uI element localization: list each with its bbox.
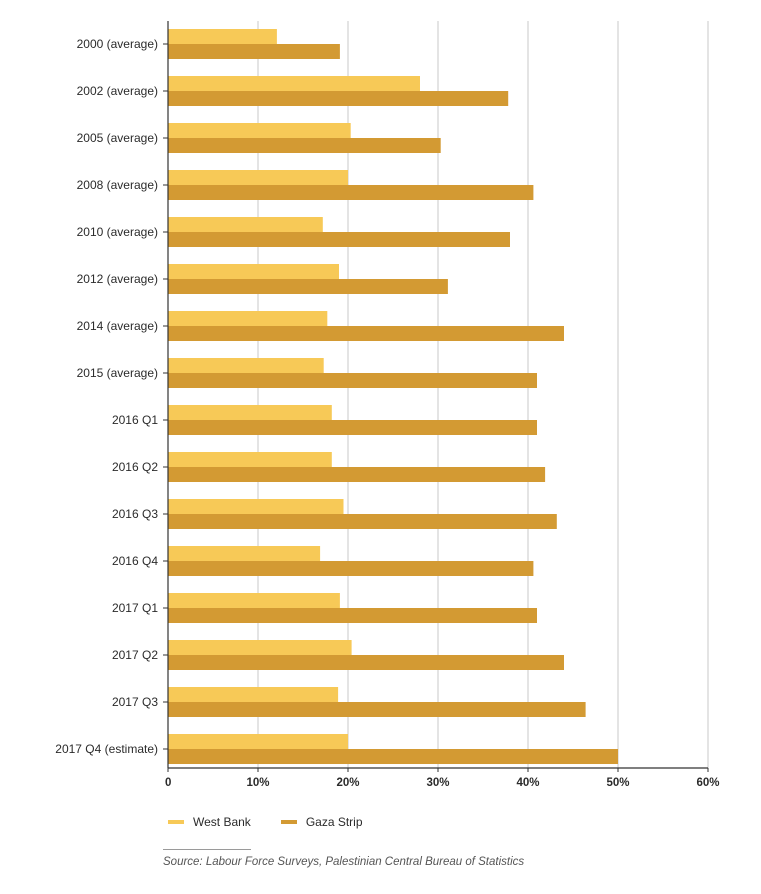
legend-label-gaza-strip: Gaza Strip [305,815,363,829]
category-label: 2017 Q3 [112,695,158,709]
unemployment-bar-chart: 2000 (average) 2002 (average) 2005 (averag… [55,21,720,789]
x-tick-label: 60% [696,777,719,789]
category-label: 2017 Q1 [112,601,158,615]
category-label: 2012 (average) [77,272,158,286]
bar-west-bank [168,170,348,185]
bar-west-bank [168,687,339,702]
bar-west-bank [168,405,332,420]
source-note: Source: Labour Force Surveys, Palestinia… [163,856,525,868]
bar-west-bank [168,264,339,279]
bar-west-bank [168,452,332,467]
legend-label-west-bank: West Bank [193,815,251,829]
category-label: 2016 Q2 [112,460,158,474]
category-label: 2016 Q3 [112,507,158,521]
bar-gaza-strip [168,326,564,341]
bar-gaza-strip [168,467,546,482]
x-tick-label: 20% [336,777,359,789]
category-label: 2016 Q4 [112,554,158,568]
legend-item-gaza-strip: Gaza Strip [280,815,363,829]
bar-gaza-strip [168,420,537,435]
x-tick-label: 50% [606,777,629,789]
bar-west-bank [168,123,351,138]
bar-gaza-strip [168,655,564,670]
x-tick-label: 40% [516,777,539,789]
bar-west-bank [168,358,324,373]
bar-west-bank [168,311,328,326]
category-label: 2017 Q4 (estimate) [55,742,158,756]
x-tick-label: 10% [246,777,269,789]
category-label: 2015 (average) [77,366,158,380]
legend-swatch-west-bank [168,820,184,824]
bar-gaza-strip [168,232,510,247]
category-label: 2000 (average) [77,37,158,51]
bar-west-bank [168,546,321,561]
bar-gaza-strip [168,608,537,623]
category-label: 2014 (average) [77,319,158,333]
bar-gaza-strip [168,702,586,717]
category-label: 2002 (average) [77,84,158,98]
bar-gaza-strip [168,44,340,59]
bar-west-bank [168,29,277,44]
bar-gaza-strip [168,514,557,529]
bar-west-bank [168,499,344,514]
bar-gaza-strip [168,91,509,106]
bar-west-bank [168,734,348,749]
legend-swatch-gaza-strip [280,820,297,824]
bar-west-bank [168,640,352,655]
source-divider [163,849,251,850]
bar-west-bank [168,217,323,232]
legend: West Bank Gaza Strip [168,815,393,829]
bar-gaza-strip [168,373,537,388]
bar-gaza-strip [168,138,441,153]
x-tick-label: 30% [426,777,449,789]
category-label: 2010 (average) [77,225,158,239]
category-label: 2005 (average) [77,131,158,145]
x-tick-label: 0 [165,777,171,789]
category-label: 2017 Q2 [112,648,158,662]
bar-west-bank [168,593,340,608]
bar-gaza-strip [168,279,448,294]
bar-gaza-strip [168,749,618,764]
legend-item-west-bank: West Bank [168,815,251,829]
bar-gaza-strip [168,561,534,576]
bar-gaza-strip [168,185,534,200]
bar-west-bank [168,76,420,91]
category-label: 2008 (average) [77,178,158,192]
category-label: 2016 Q1 [112,413,158,427]
